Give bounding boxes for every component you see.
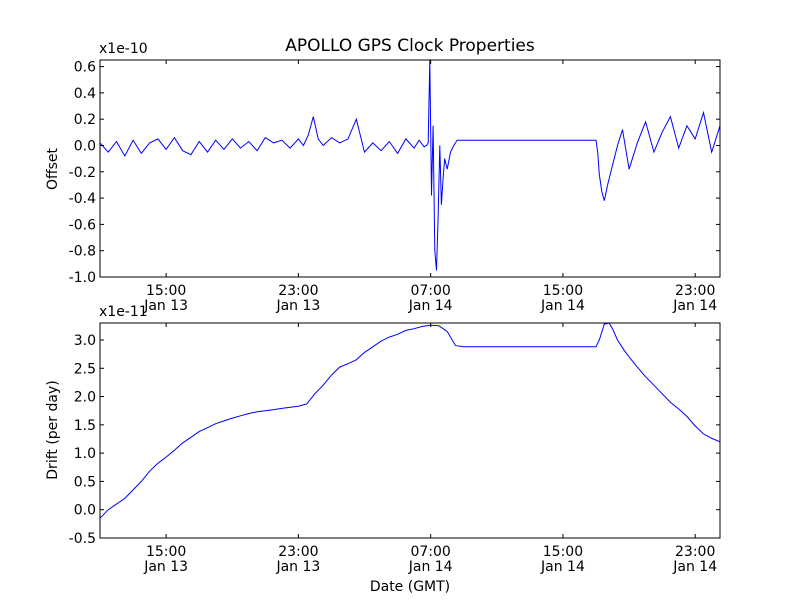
drift-xtick-date-label: Jan 14 (408, 559, 453, 575)
drift-series-line (100, 323, 720, 519)
offset-xtick-time-label: 23:00 (675, 283, 715, 299)
drift-xtick-time-label: 15:00 (543, 544, 583, 560)
drift-ytick-label: -0.5 (69, 531, 96, 547)
offset-xtick-date-label: Jan 13 (275, 298, 320, 314)
offset-ytick-label: -1.0 (69, 270, 96, 286)
offset-ytick-label: -0.6 (69, 217, 96, 233)
offset-xtick-date-label: Jan 14 (408, 298, 453, 314)
offset-xtick-date-label: Jan 14 (540, 298, 585, 314)
offset-ytick-label: -0.2 (69, 165, 96, 181)
drift-ytick-label: 0.0 (74, 503, 96, 519)
offset-ytick-label: 0.2 (74, 112, 96, 128)
drift-ytick-label: 1.0 (74, 446, 96, 462)
drift-x-axis-label: Date (GMT) (370, 579, 450, 595)
drift-panel: x1e-11 Drift (per day) Date (GMT) -0.5 0.… (45, 304, 721, 595)
drift-xtick-time-label: 07:00 (410, 544, 450, 560)
offset-ytick-label: -0.8 (69, 244, 96, 260)
drift-scale-label: x1e-11 (99, 304, 148, 320)
offset-y-axis-label: Offset (45, 147, 61, 190)
drift-ytick-label: 1.5 (74, 418, 96, 434)
drift-xtick-date-label: Jan 13 (275, 559, 320, 575)
offset-xtick-date-label: Jan 13 (143, 298, 188, 314)
offset-xtick-time-label: 15:00 (146, 283, 186, 299)
drift-axes-frame (99, 322, 721, 539)
drift-ytick-label: 0.5 (74, 474, 96, 490)
chart-title: APOLLO GPS Clock Properties (285, 36, 535, 56)
drift-xtick-date-label: Jan 13 (143, 559, 188, 575)
offset-xtick-date-label: Jan 14 (672, 298, 717, 314)
drift-ytick-label: 2.0 (74, 390, 96, 406)
offset-xtick-time-label: 23:00 (278, 283, 318, 299)
offset-axes-frame (99, 59, 721, 278)
drift-xtick-time-label: 15:00 (146, 544, 186, 560)
offset-xtick-time-label: 15:00 (543, 283, 583, 299)
drift-xtick-time-label: 23:00 (675, 544, 715, 560)
offset-panel: x1e-10 Offset -1.0 -0.8 -0.6 -0.4 -0.2 0.0 0.2… (45, 41, 721, 314)
drift-ytick-label: 3.0 (74, 333, 96, 349)
offset-series-line (100, 60, 720, 271)
offset-xtick-time-label: 07:00 (410, 283, 450, 299)
drift-xtick-date-label: Jan 14 (540, 559, 585, 575)
drift-ytick-label: 2.5 (74, 361, 96, 377)
offset-ytick-label: 0.4 (74, 86, 96, 102)
offset-scale-label: x1e-10 (99, 41, 148, 57)
drift-xtick-time-label: 23:00 (278, 544, 318, 560)
offset-ytick-label: 0.6 (74, 60, 96, 76)
drift-y-axis-label: Drift (per day) (45, 380, 61, 479)
offset-ytick-label: 0.0 (74, 138, 96, 154)
drift-xtick-date-label: Jan 14 (672, 559, 717, 575)
offset-ytick-label: -0.4 (69, 191, 96, 207)
